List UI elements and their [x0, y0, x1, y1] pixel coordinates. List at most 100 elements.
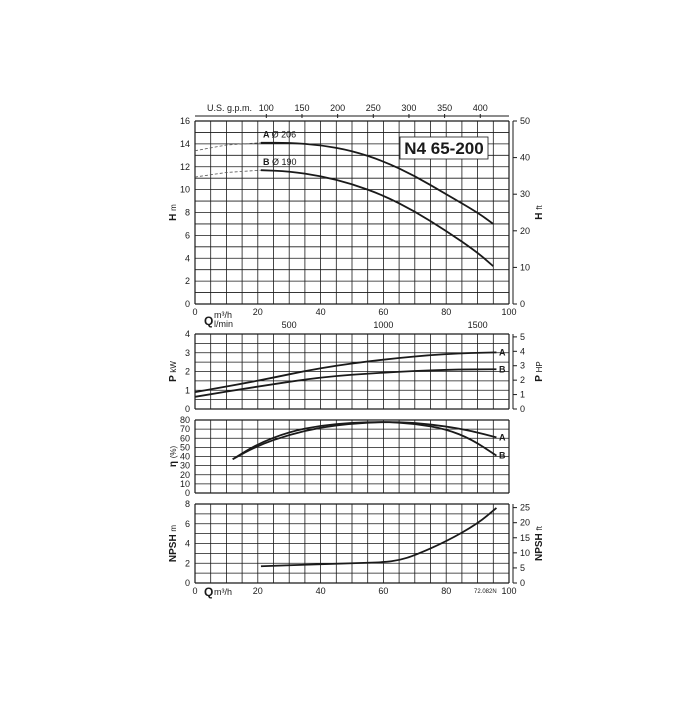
m3h-tick-label: 20	[253, 586, 263, 596]
series-name: B	[263, 157, 272, 167]
y2-tick-label: 20	[520, 226, 530, 236]
drawing-code: 72.082N	[474, 589, 497, 595]
y-axis-title: H	[168, 211, 179, 221]
series-extension-A	[194, 142, 261, 152]
series-line-NPSH	[260, 507, 498, 568]
y2-tick-label: 30	[520, 189, 530, 199]
m3h-tick-label: 100	[501, 586, 516, 596]
flow-axis-lmin-unit: l/min	[214, 319, 233, 329]
y2-axis-label: P HP	[534, 361, 545, 381]
series-line-B	[260, 169, 494, 267]
y-tick-label: 12	[180, 162, 190, 172]
m3h-tick-label: 0	[192, 307, 197, 317]
y2-tick-label: 40	[520, 153, 530, 163]
gpm-tick-label: 400	[473, 103, 488, 113]
gpm-tick-label: 100	[259, 103, 274, 113]
gpm-tick-label: 150	[294, 103, 309, 113]
series-name: A	[263, 130, 272, 140]
y-tick-label: 4	[185, 253, 190, 263]
impeller-diameter: Ø 206	[272, 130, 297, 140]
flow-axis-m3h-unit-bottom: m³/h	[214, 587, 232, 597]
y2-tick-label: 2	[520, 375, 525, 385]
flow-axis-q-label-bottom: Q	[204, 585, 213, 599]
y-axis-label: η (%)	[168, 446, 179, 468]
npsh-chart: 0 2 4 6 8 NPSH m 0 5 10 15 20 25 NPSH ft 0 20 40 60 80 100	[168, 499, 545, 596]
y-tick-label: 6	[185, 519, 190, 529]
y-tick-label: 2	[185, 276, 190, 286]
y2-tick-label: 0	[520, 299, 525, 309]
y-axis-title: η	[168, 458, 179, 467]
y2-tick-label: 4	[520, 346, 525, 356]
y2-tick-label: 25	[520, 503, 530, 513]
gpm-tick-label: 300	[401, 103, 416, 113]
y2-axis-title: NPSH	[534, 530, 545, 561]
series-extension-B	[194, 169, 261, 178]
series-line-B	[194, 368, 497, 398]
y-axis-title: P	[168, 373, 179, 382]
y-tick-label: 2	[185, 558, 190, 568]
y2-tick-label: 10	[520, 262, 530, 272]
series-line-A	[260, 141, 494, 225]
y-tick-label: 6	[185, 230, 190, 240]
y-tick-label: 50	[180, 442, 190, 452]
y-axis-label: P kW	[168, 361, 179, 382]
lmin-tick-label: 1500	[468, 320, 488, 330]
y-axis-unit: kW	[169, 361, 178, 373]
gpm-tick-label: 200	[330, 103, 345, 113]
y-tick-label: 30	[180, 461, 190, 471]
y-tick-label: 4	[185, 329, 190, 339]
y-tick-label: 10	[180, 479, 190, 489]
lmin-tick-label: 1000	[373, 320, 393, 330]
series-label-B: B Ø 190	[263, 157, 297, 167]
m3h-tick-label: 100	[501, 307, 516, 317]
power-chart: 0 1 2 3 4 P kW 0 1 2 3 4 5 P HP AB	[168, 329, 545, 414]
lmin-tick-label: 500	[282, 320, 297, 330]
y-axis-unit: m	[169, 525, 178, 532]
y-tick-label: 0	[185, 488, 190, 498]
y-tick-label: 2	[185, 367, 190, 377]
y-tick-label: 80	[180, 415, 190, 425]
y-tick-label: 1	[185, 385, 190, 395]
series-label-A: A	[499, 432, 506, 442]
y2-tick-label: 5	[520, 332, 525, 342]
y2-tick-label: 50	[520, 116, 530, 126]
y2-tick-label: 20	[520, 518, 530, 528]
series-label-A: A	[499, 347, 506, 357]
y-axis-label: NPSH m	[168, 525, 179, 563]
y2-axis-title: H	[534, 210, 545, 220]
y2-tick-label: 5	[520, 563, 525, 573]
series-line-A	[194, 351, 497, 394]
y-tick-label: 0	[185, 578, 190, 588]
impeller-diameter: Ø 190	[272, 157, 297, 167]
series-label-A: A Ø 206	[263, 130, 296, 140]
m3h-tick-label: 80	[441, 307, 451, 317]
y2-axis-unit: ft	[535, 205, 544, 210]
y-tick-label: 10	[180, 185, 190, 195]
series-label-B: B	[499, 364, 506, 374]
series-label-B: B	[499, 451, 506, 461]
y2-axis-unit: ft	[535, 525, 544, 530]
y-tick-label: 16	[180, 116, 190, 126]
y2-tick-label: 15	[520, 533, 530, 543]
y-axis-unit: (%)	[169, 446, 178, 459]
y2-tick-label: 3	[520, 361, 525, 371]
y-axis-unit: m	[169, 204, 178, 211]
m3h-tick-label: 40	[316, 586, 326, 596]
y-tick-label: 0	[185, 404, 190, 414]
y2-axis-label: NPSH ft	[534, 525, 545, 561]
y2-tick-label: 1	[520, 390, 525, 400]
y-tick-label: 60	[180, 433, 190, 443]
m3h-tick-label: 80	[441, 586, 451, 596]
model-label: N4 65-200	[404, 139, 483, 158]
y-tick-label: 8	[185, 499, 190, 509]
y-tick-label: 14	[180, 139, 190, 149]
y-tick-label: 8	[185, 208, 190, 218]
y-tick-label: 3	[185, 348, 190, 358]
y2-axis-label: H ft	[534, 205, 545, 220]
series-line-B	[232, 421, 497, 461]
y-tick-label: 0	[185, 299, 190, 309]
head-chart: 0 2 4 6 8 10 12 14 16 H m 0 10 20 30 40 50 H ft A Ø 206 B …	[168, 103, 545, 330]
